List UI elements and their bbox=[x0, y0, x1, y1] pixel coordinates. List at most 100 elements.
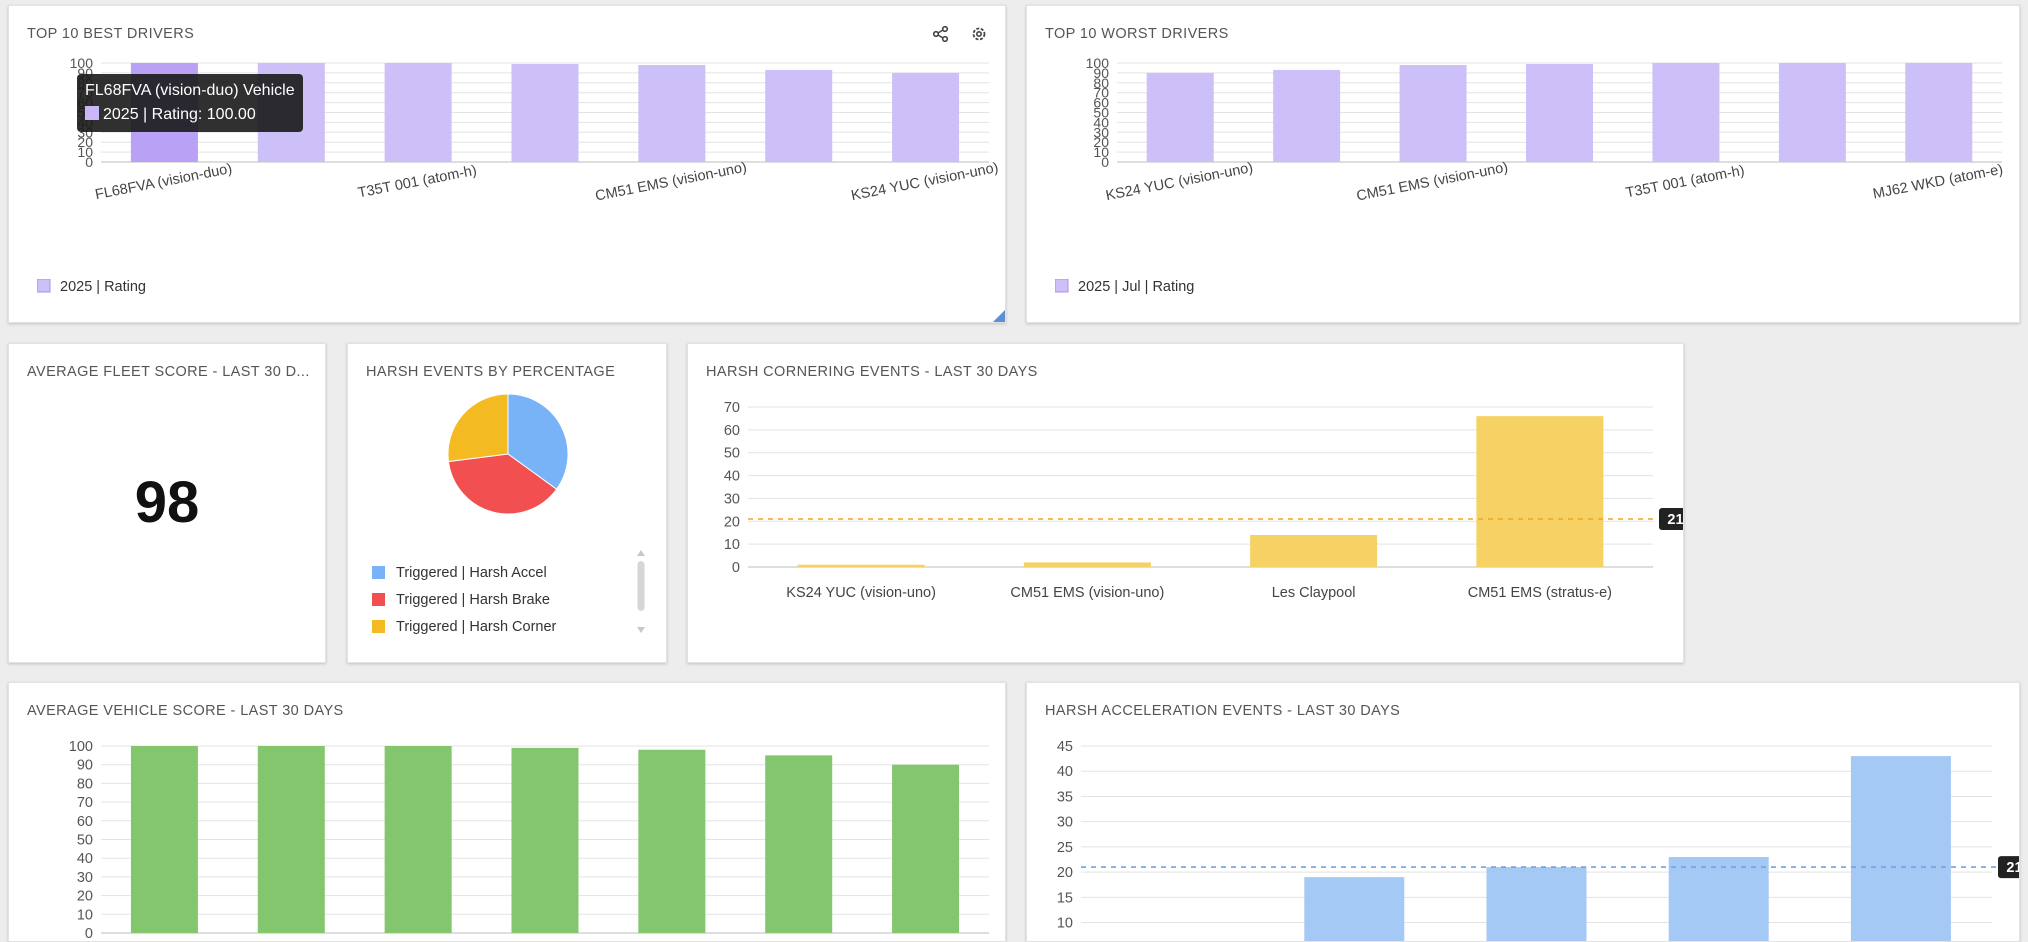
y-tick-label: 0 bbox=[732, 560, 740, 576]
acceleration-chart: 05101520253035404521 bbox=[1057, 739, 2020, 941]
x-tick-label: CM51 EMS (vision-uno) bbox=[1355, 160, 1509, 205]
y-tick-label: 35 bbox=[1057, 789, 1073, 805]
y-tick-label: 10 bbox=[77, 907, 93, 923]
harsh-events-pie bbox=[447, 393, 569, 515]
bar bbox=[1250, 535, 1378, 567]
y-tick-label: 20 bbox=[724, 514, 740, 530]
y-tick-label: 20 bbox=[1093, 134, 1109, 150]
average-label: 21 bbox=[2006, 860, 2020, 876]
y-tick-label: 40 bbox=[1093, 114, 1109, 130]
best-drivers-card: TOP 10 BEST DRIVERS 01020304050607080901… bbox=[8, 5, 1006, 323]
y-tick-label: 40 bbox=[724, 469, 740, 485]
y-tick-label: 50 bbox=[724, 446, 740, 462]
resize-handle[interactable] bbox=[993, 310, 1005, 322]
average-badge bbox=[1659, 508, 1683, 530]
bar bbox=[384, 746, 452, 933]
bar bbox=[1778, 63, 1846, 162]
x-tick-label: T35T 001 (atom-h) bbox=[357, 163, 478, 202]
pie-slice bbox=[447, 453, 558, 515]
x-tick-label: KS24 YUC (vision-uno) bbox=[786, 585, 936, 601]
legend-item[interactable]: Triggered | Harsh Corner bbox=[372, 613, 556, 640]
card-title: HARSH EVENTS BY PERCENTAGE bbox=[366, 364, 616, 380]
x-tick-label: KS24 YUC (vision-uno) bbox=[1104, 160, 1254, 204]
gear-icon[interactable] bbox=[969, 24, 989, 44]
legend-label: Triggered | Harsh Brake bbox=[396, 591, 550, 608]
legend-item[interactable]: Triggered | Harsh Accel bbox=[372, 559, 556, 586]
legend-swatch bbox=[372, 566, 385, 579]
bar bbox=[511, 63, 579, 162]
bar bbox=[1850, 756, 1951, 941]
y-tick-label: 0 bbox=[85, 926, 93, 942]
bar bbox=[511, 747, 579, 933]
legend-swatch bbox=[372, 620, 385, 633]
pie-legend: Triggered | Harsh Accel Triggered | Hars… bbox=[372, 559, 556, 640]
legend-label: Triggered | Harsh Corner bbox=[396, 618, 557, 635]
card-title: AVERAGE FLEET SCORE - LAST 30 D... bbox=[27, 364, 310, 380]
y-tick-label: 15 bbox=[1057, 890, 1073, 906]
x-tick-label: KS24 YUC (vision-uno) bbox=[850, 160, 1000, 204]
y-tick-label: 10 bbox=[1057, 916, 1073, 932]
y-tick-label: 90 bbox=[77, 758, 93, 774]
y-tick-label: 25 bbox=[1057, 840, 1073, 856]
legend-swatch bbox=[1055, 279, 1069, 293]
cornering-card: HARSH CORNERING EVENTS - LAST 30 DAYS 0 1… bbox=[687, 343, 1684, 663]
bar bbox=[1905, 63, 1973, 162]
bar bbox=[638, 64, 706, 162]
bar bbox=[765, 69, 833, 162]
y-tick-label: 100 bbox=[69, 739, 93, 755]
fleet-score-card: AVERAGE FLEET SCORE - LAST 30 D... 98 bbox=[8, 343, 326, 663]
card-title: TOP 10 WORST DRIVERS bbox=[1045, 26, 1229, 42]
average-label: 21 bbox=[1667, 512, 1683, 528]
x-tick-label: MJ62 WKD (atom-e) bbox=[1872, 162, 2005, 203]
y-tick-label: 70 bbox=[724, 400, 740, 416]
chart-tooltip: FL68FVA (vision-duo) Vehicle 2025 | Rati… bbox=[77, 74, 303, 132]
y-tick-label: 60 bbox=[724, 423, 740, 439]
y-tick-label: 100 bbox=[70, 55, 94, 71]
bar bbox=[638, 749, 706, 933]
y-tick-label: 50 bbox=[77, 833, 93, 849]
share-icon[interactable] bbox=[931, 24, 951, 44]
legend-scrollbar[interactable] bbox=[636, 549, 646, 634]
y-tick-label: 30 bbox=[724, 491, 740, 507]
pie-slice bbox=[447, 393, 509, 463]
bar bbox=[765, 755, 833, 933]
x-tick-label: CM51 EMS (stratus-e) bbox=[1468, 585, 1612, 601]
harsh-events-pie-card: HARSH EVENTS BY PERCENTAGE Triggered | H… bbox=[347, 343, 667, 663]
legend-item[interactable]: Triggered | Harsh Brake bbox=[372, 586, 556, 613]
legend-swatch bbox=[372, 593, 385, 606]
bar bbox=[1146, 72, 1214, 162]
x-tick-label: Les Claypool bbox=[1272, 585, 1356, 601]
x-tick-label: CM51 EMS (vision-uno) bbox=[1010, 585, 1164, 601]
y-tick-label: 30 bbox=[1093, 124, 1109, 140]
bar bbox=[892, 72, 960, 162]
y-tick-label: 90 bbox=[1093, 65, 1109, 81]
bar bbox=[1273, 69, 1341, 162]
y-tick-label: 10 bbox=[724, 537, 740, 553]
bar bbox=[384, 63, 452, 162]
y-tick-label: 10 bbox=[77, 144, 93, 160]
card-title: TOP 10 BEST DRIVERS bbox=[27, 26, 195, 42]
legend-label: Triggered | Harsh Accel bbox=[396, 564, 547, 581]
fleet-score-value: 98 bbox=[134, 470, 200, 535]
y-tick-label: 40 bbox=[77, 851, 93, 867]
y-tick-label: 50 bbox=[1093, 105, 1109, 121]
cornering-chart: 0 10 20 30 40 50 60 70 KS24 YUC (vision-uno) CM51… bbox=[724, 400, 1683, 601]
bar bbox=[1526, 63, 1593, 162]
bar bbox=[1023, 562, 1151, 567]
y-tick-label: 70 bbox=[77, 795, 93, 811]
bar bbox=[892, 764, 960, 933]
y-tick-label: 70 bbox=[1093, 85, 1109, 101]
vehicle-score-chart: 0 10 20 30 40 50 60 70 80 90 100 bbox=[69, 739, 989, 942]
card-title: HARSH ACCELERATION EVENTS - LAST 30 DAYS bbox=[1045, 703, 1401, 719]
bar bbox=[1486, 867, 1587, 941]
y-tick-label: 60 bbox=[1093, 95, 1109, 111]
bar bbox=[1399, 64, 1467, 162]
bar bbox=[1652, 63, 1720, 162]
bar bbox=[1476, 416, 1604, 567]
bar bbox=[1668, 856, 1769, 941]
y-tick-label: 20 bbox=[1057, 865, 1073, 881]
y-tick-label: 0 bbox=[1101, 154, 1109, 170]
y-tick-label: 20 bbox=[77, 134, 93, 150]
y-tick-label: 80 bbox=[77, 776, 93, 792]
tooltip-value: 2025 | Rating: 100.00 bbox=[103, 106, 256, 123]
